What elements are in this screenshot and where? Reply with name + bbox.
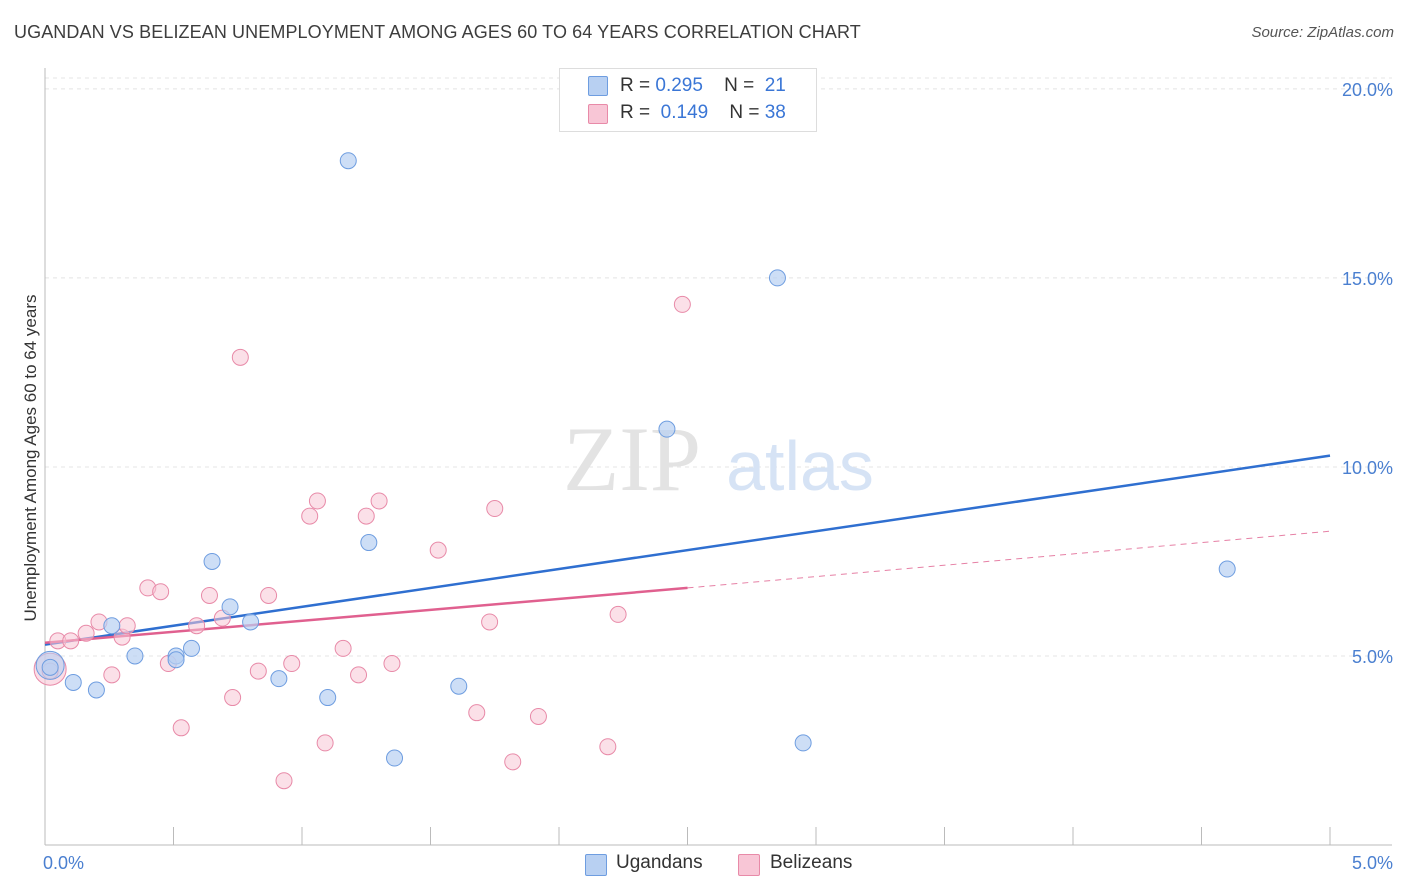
- ugandan-point: [794, 734, 812, 752]
- ugandan-point: [126, 647, 144, 665]
- belizean-point: [609, 605, 627, 623]
- source-credit: Source: ZipAtlas.com: [1251, 24, 1394, 41]
- legend-r-label: R =: [620, 102, 651, 123]
- belizean-point: [486, 500, 504, 518]
- legend-n-value: 21: [764, 75, 786, 96]
- ugandan-point: [270, 670, 288, 688]
- belizean-point: [152, 583, 170, 601]
- belizean-point: [383, 655, 401, 673]
- ugandan-point: [450, 677, 468, 695]
- legend-n-label: N =: [729, 102, 760, 123]
- watermark-zip: ZIP: [563, 408, 701, 510]
- bottom-legend-swatch-belizeans: [738, 854, 760, 876]
- ugandan-trend-line: [44, 454, 1331, 646]
- bottom-legend-belizeans: Belizeans: [770, 852, 853, 873]
- trend-lines: [44, 454, 1331, 646]
- belizean-point: [118, 617, 136, 635]
- belizean-point: [260, 586, 278, 604]
- belizean-point: [673, 295, 691, 313]
- y-axis-label: Unemployment Among Ages 60 to 64 years: [21, 295, 40, 622]
- belizean-point: [429, 541, 447, 559]
- belizean-point: [357, 507, 375, 525]
- ugandan-point: [64, 673, 82, 691]
- ugandan-point: [768, 269, 786, 287]
- x-tick-label: 0.0%: [43, 853, 84, 873]
- belizean-point: [599, 738, 617, 756]
- belizean-point: [172, 719, 190, 737]
- legend: R = 0.295 N = 21 R = 0.149 N = 38: [559, 68, 817, 132]
- ugandan-point: [319, 689, 337, 707]
- belizean-point: [301, 507, 319, 525]
- y-tick-label: 5.0%: [1352, 647, 1393, 667]
- belizean-point: [283, 655, 301, 673]
- ugandan-point: [41, 658, 59, 676]
- y-tick-label: 10.0%: [1342, 458, 1393, 478]
- belizean-point: [468, 704, 486, 722]
- ugandan-point: [221, 598, 239, 616]
- x-tick-label: 5.0%: [1352, 853, 1393, 873]
- y-tick-label: 15.0%: [1342, 269, 1393, 289]
- belizean-point: [275, 772, 293, 790]
- ugandan-point: [339, 152, 357, 170]
- belizean-point: [481, 613, 499, 631]
- belizean-point: [231, 348, 249, 366]
- legend-swatch-ugandans: [588, 76, 608, 96]
- belizean-point: [529, 707, 547, 725]
- ugandan-point: [87, 681, 105, 699]
- legend-row-belizeans: R = 0.149 N = 38: [620, 100, 786, 126]
- ugandan-point: [182, 639, 200, 657]
- ugandan-point: [167, 651, 185, 669]
- data-points: [33, 152, 1236, 790]
- watermark-atlas: atlas: [726, 427, 874, 505]
- legend-r-value: 0.295: [655, 75, 703, 96]
- bottom-legend-swatch-ugandans: [585, 854, 607, 876]
- ugandan-point: [658, 420, 676, 438]
- legend-n-label: N =: [724, 75, 755, 96]
- ugandan-point: [386, 749, 404, 767]
- legend-row-ugandans: R = 0.295 N = 21: [620, 73, 786, 99]
- belizean-point: [200, 586, 218, 604]
- belizean-point: [308, 492, 326, 510]
- ugandan-point: [360, 534, 378, 552]
- ugandan-point: [203, 552, 221, 570]
- belizean-point: [350, 666, 368, 684]
- belizean-trend-line: [44, 586, 688, 644]
- belizean-point: [334, 639, 352, 657]
- belizean-point: [77, 624, 95, 642]
- y-tick-label: 20.0%: [1342, 80, 1393, 100]
- belizean-point: [316, 734, 334, 752]
- ugandan-point: [242, 613, 260, 631]
- belizean-point: [370, 492, 388, 510]
- legend-r-label: R =: [620, 75, 651, 96]
- tick-labels: 5.0% 10.0% 15.0% 20.0% 0.0% 5.0%: [43, 80, 1393, 873]
- watermark: ZIP atlas: [563, 408, 874, 510]
- axes: [44, 68, 1392, 846]
- belizean-point: [224, 689, 242, 707]
- legend-r-value: 0.149: [660, 102, 709, 123]
- legend-n-value: 38: [764, 102, 786, 123]
- grid-lines: [45, 77, 1392, 657]
- belizean-point: [188, 617, 206, 635]
- chart-title: UGANDAN VS BELIZEAN UNEMPLOYMENT AMONG A…: [14, 22, 861, 42]
- belizean-point: [103, 666, 121, 684]
- bottom-legend-ugandans: Ugandans: [616, 852, 703, 873]
- belizean-trend-extension: [687, 530, 1331, 589]
- ugandan-point: [103, 617, 121, 635]
- belizean-point: [504, 753, 522, 771]
- belizean-point: [249, 662, 267, 680]
- ugandan-point: [1218, 560, 1236, 578]
- legend-swatch-belizeans: [588, 104, 608, 124]
- belizean-point: [62, 632, 80, 650]
